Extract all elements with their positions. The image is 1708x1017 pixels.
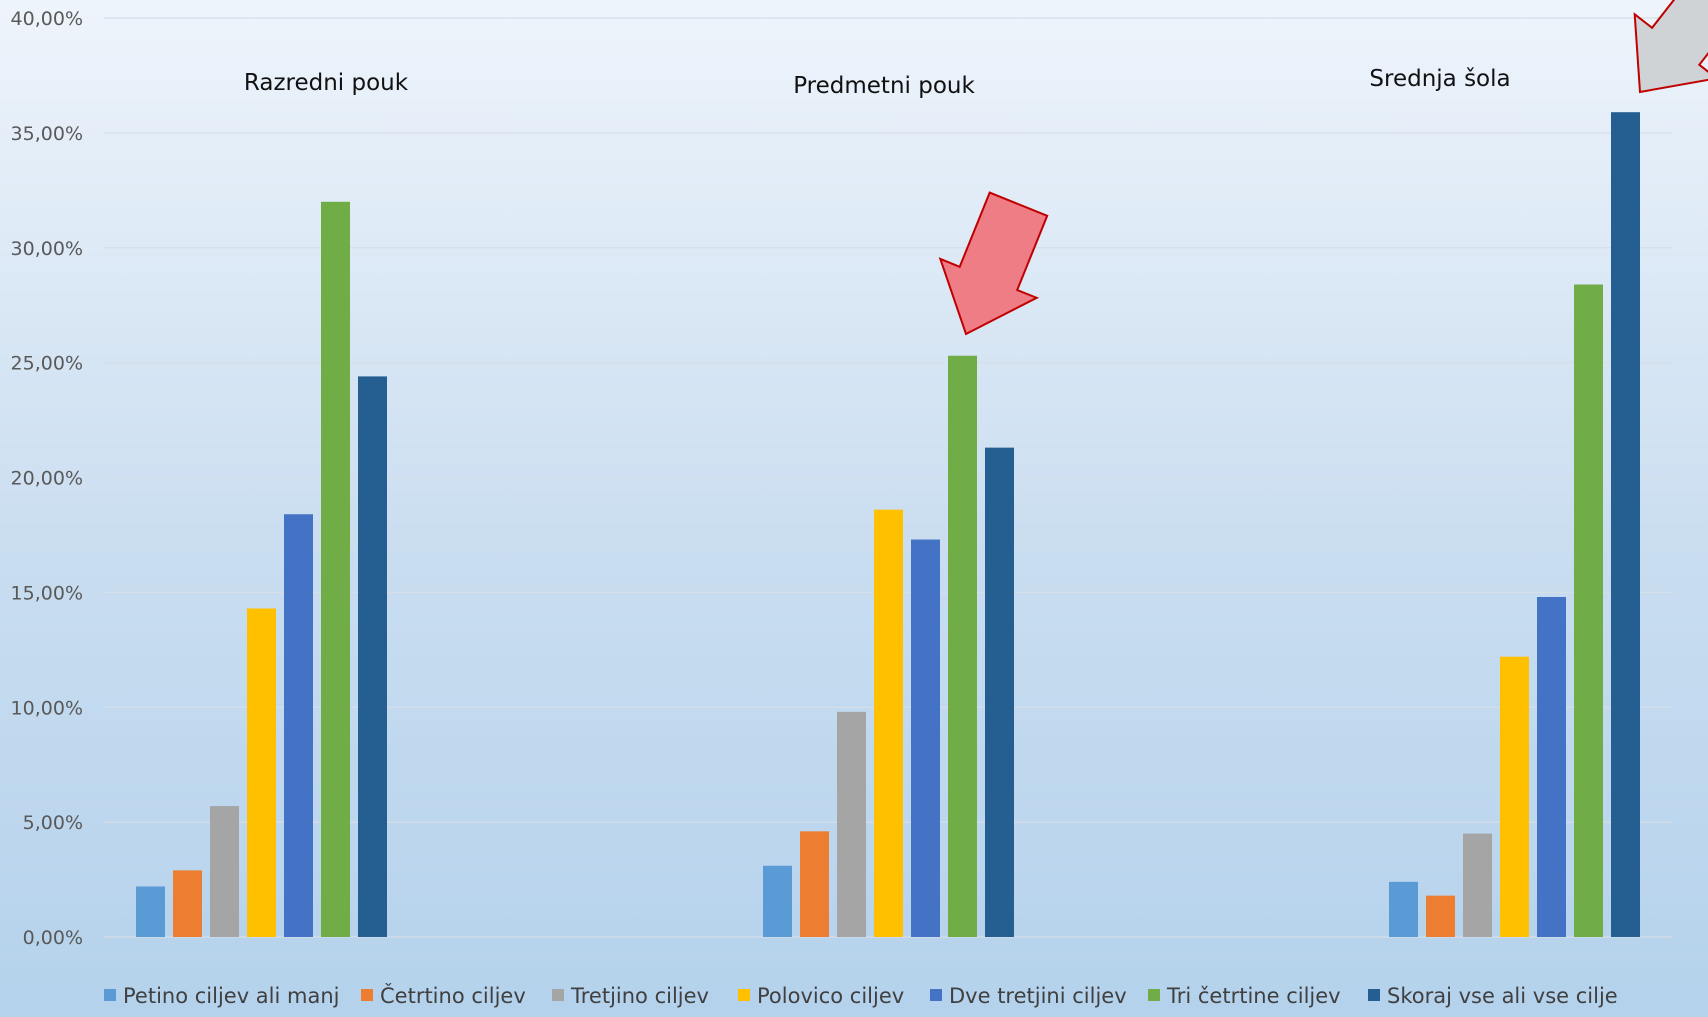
bar xyxy=(911,539,940,937)
legend-label: Skoraj vse ali vse cilje xyxy=(1387,984,1618,1008)
y-tick-label: 30,00% xyxy=(11,238,83,260)
legend-swatch xyxy=(361,989,373,1001)
y-tick-label: 35,00% xyxy=(11,123,83,145)
bar xyxy=(321,201,350,938)
legend-swatch xyxy=(1368,989,1380,1001)
legend-label: Dve tretjini ciljev xyxy=(949,984,1127,1008)
arrow-icon xyxy=(938,191,1049,336)
bar xyxy=(210,806,239,937)
bar xyxy=(284,514,313,937)
bar xyxy=(1611,112,1640,937)
bar xyxy=(800,831,829,937)
legend-swatch xyxy=(738,989,750,1001)
bar xyxy=(763,865,792,937)
y-tick-label: 5,00% xyxy=(23,812,83,834)
legend-label: Petino ciljev ali manj xyxy=(123,984,340,1008)
bar xyxy=(1426,895,1455,937)
bar xyxy=(173,870,202,937)
bar xyxy=(136,886,165,937)
legend-swatch xyxy=(1148,989,1160,1001)
legend-label: Polovico ciljev xyxy=(757,984,904,1008)
legend: Petino ciljev ali manj Četrtino ciljev Tre… xyxy=(104,983,1618,1008)
annotations xyxy=(938,0,1708,336)
y-tick-label: 20,00% xyxy=(11,468,83,490)
y-tick-label: 15,00% xyxy=(11,582,83,604)
group-title: Srednja šola xyxy=(1369,66,1510,92)
arrow-icon xyxy=(1633,0,1708,94)
y-tick-label: 0,00% xyxy=(23,927,83,949)
bar xyxy=(948,355,977,937)
bar xyxy=(1463,833,1492,937)
bar xyxy=(985,447,1014,937)
group-title: Razredni pouk xyxy=(244,70,409,96)
bar xyxy=(358,376,387,937)
bar xyxy=(247,608,276,937)
legend-label: Četrtino ciljev xyxy=(380,983,526,1008)
legend-swatch xyxy=(104,989,116,1001)
bar xyxy=(837,711,866,937)
legend-label: Tri četrtine ciljev xyxy=(1166,984,1341,1008)
group-titles: Razredni pouk Predmetni pouk Srednja šola xyxy=(244,66,1511,99)
bars xyxy=(136,112,1640,938)
y-tick-label: 25,00% xyxy=(11,353,83,375)
legend-swatch xyxy=(552,989,564,1001)
group-title: Predmetni pouk xyxy=(793,73,975,99)
y-tick-label: 40,00% xyxy=(11,8,83,30)
bar xyxy=(874,509,903,937)
legend-label: Tretjino ciljev xyxy=(570,984,709,1008)
bar xyxy=(1389,881,1418,937)
y-tick-label: 10,00% xyxy=(11,697,83,719)
legend-swatch xyxy=(930,989,942,1001)
bar xyxy=(1500,656,1529,937)
bar xyxy=(1537,596,1566,937)
bar xyxy=(1574,284,1603,937)
y-axis-ticks: 0,00% 5,00% 10,00% 15,00% 20,00% 25,00% 30,00%… xyxy=(11,8,83,949)
